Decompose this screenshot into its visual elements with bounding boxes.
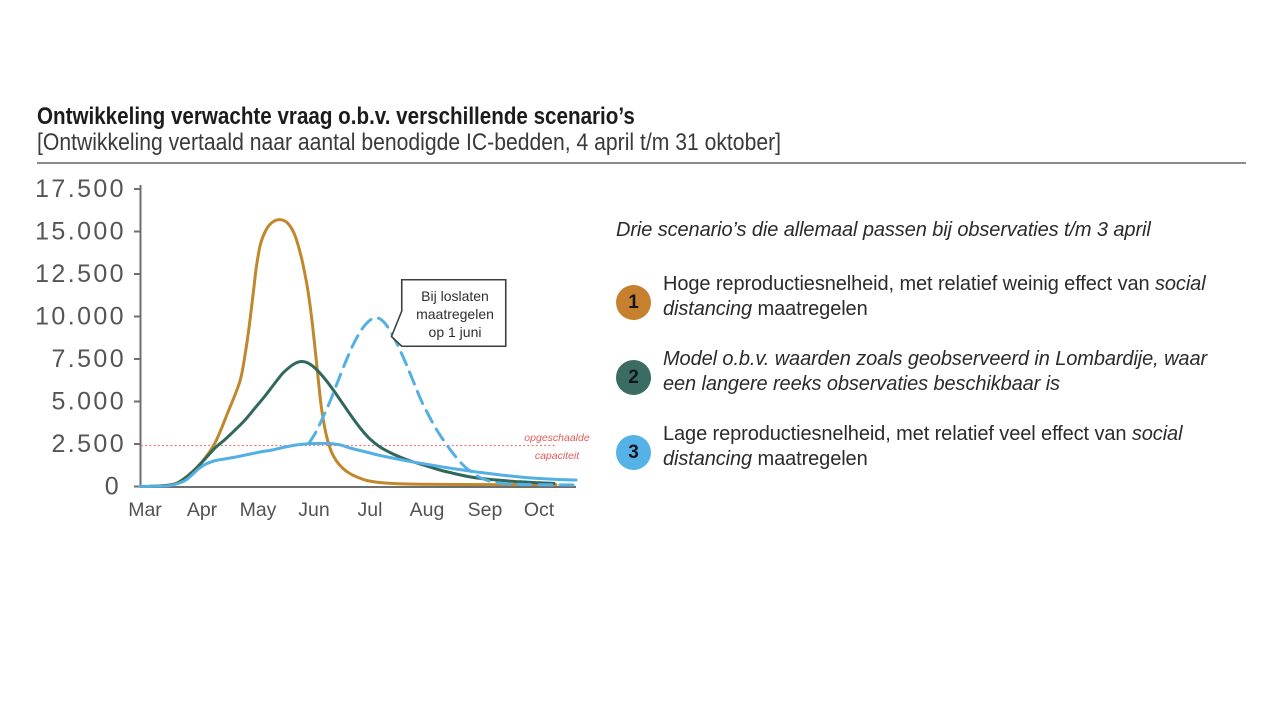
svg-text:2.500: 2.500: [51, 430, 126, 458]
svg-text:Aug: Aug: [410, 499, 445, 521]
svg-text:Oct: Oct: [524, 499, 555, 521]
svg-text:Mar: Mar: [128, 499, 162, 521]
svg-text:7.500: 7.500: [51, 345, 126, 373]
svg-text:op 1 juni: op 1 juni: [429, 324, 482, 340]
svg-text:maatregelen: maatregelen: [416, 306, 494, 322]
svg-text:12.500: 12.500: [35, 260, 126, 288]
svg-text:0: 0: [105, 473, 121, 501]
svg-text:10.000: 10.000: [35, 303, 126, 331]
svg-text:Apr: Apr: [187, 499, 218, 521]
svg-text:Jul: Jul: [358, 499, 383, 521]
svg-text:Jun: Jun: [298, 499, 329, 521]
svg-text:May: May: [240, 499, 277, 521]
svg-text:capaciteit: capaciteit: [535, 450, 580, 462]
svg-text:15.000: 15.000: [35, 218, 126, 246]
svg-text:opgeschaalde: opgeschaalde: [524, 432, 590, 444]
svg-text:5.000: 5.000: [51, 388, 126, 416]
svg-text:Bij loslaten: Bij loslaten: [421, 288, 489, 304]
svg-text:Sep: Sep: [468, 499, 503, 521]
svg-text:17.500: 17.500: [35, 175, 126, 203]
